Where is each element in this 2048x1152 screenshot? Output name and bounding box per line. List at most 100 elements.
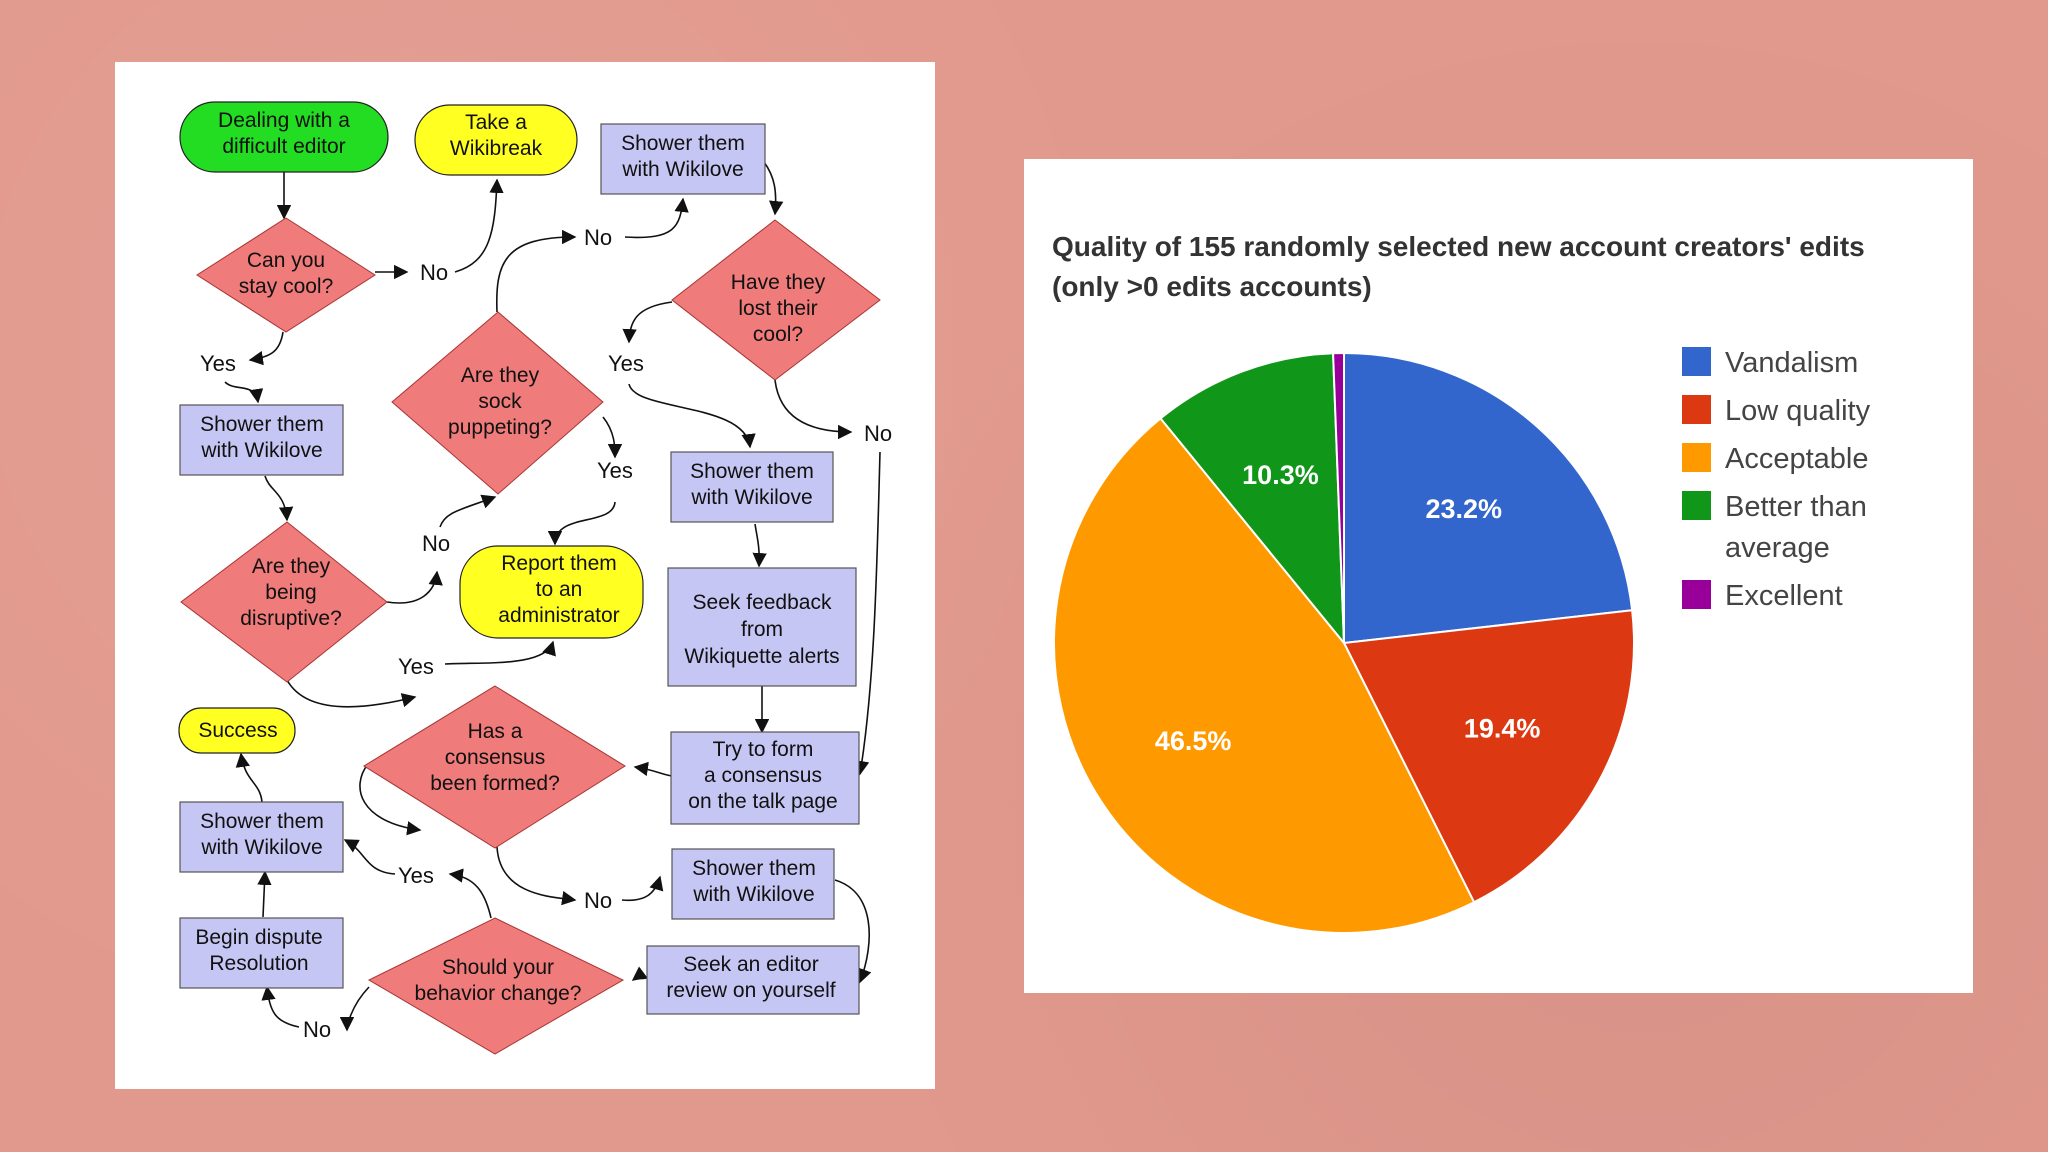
node-text-shower-low: Shower them with Wikilove bbox=[692, 857, 816, 906]
edge-yes-to-report bbox=[547, 501, 616, 546]
node-text-feedback: Seek feedback from Wikiquette alerts bbox=[684, 591, 839, 668]
decision-sock-puppeting bbox=[391, 311, 604, 495]
label-yes-sock: Yes bbox=[597, 458, 633, 483]
legend-label-low-quality: Low quality bbox=[1725, 395, 1871, 427]
edge-yes-to-shower-left2 bbox=[343, 839, 396, 875]
legend-label-better-than-average-line-1: Better than bbox=[1725, 491, 1867, 523]
node-text-dispute: Begin dispute Resolution bbox=[195, 926, 322, 975]
edge-no-to-shower-top bbox=[624, 197, 689, 239]
edge-stay-cool-yes bbox=[248, 331, 284, 366]
edge-shower-mid-to-feedback bbox=[752, 523, 767, 568]
edge-behavior-no bbox=[339, 986, 370, 1032]
node-text-lost-cool: Have they lost their cool? bbox=[731, 271, 826, 346]
edge-dispute-to-shower-left2 bbox=[257, 870, 272, 918]
pie-label-acceptable: 46.5% bbox=[1155, 726, 1232, 756]
edge-shower-top-to-lost-cool bbox=[763, 161, 784, 216]
edge-lost-cool-yes bbox=[622, 301, 673, 344]
decision-disruptive bbox=[180, 521, 388, 683]
pie-chart-panel: Quality of 155 randomly selected new acc… bbox=[1024, 159, 1973, 993]
node-text-success: Success bbox=[198, 719, 277, 742]
pie-slice-low-quality bbox=[1342, 609, 1635, 904]
node-text-shower-left2: Shower them with Wikilove bbox=[200, 810, 324, 859]
label-yes-consensus: Yes bbox=[398, 863, 434, 888]
edge-yes-to-shower-mid bbox=[628, 383, 756, 449]
chart-legend: Vandalism Low quality Acceptable Better tha… bbox=[1682, 347, 1871, 612]
pie-label-better-than-average: 10.3% bbox=[1242, 460, 1319, 490]
label-no-sock-top: No bbox=[584, 225, 612, 250]
legend-label-acceptable: Acceptable bbox=[1725, 443, 1869, 475]
legend-label-better-than-average-line-2: average bbox=[1725, 532, 1830, 564]
edge-shower-left1-to-disruptive bbox=[264, 475, 294, 522]
node-text-try-consensus: Try to form a consensus on the talk page bbox=[688, 738, 837, 813]
legend-swatch-acceptable bbox=[1682, 443, 1711, 472]
terminal-report bbox=[459, 545, 644, 639]
edge-consensus-yes bbox=[359, 763, 422, 836]
edge-behavior-yes bbox=[448, 868, 492, 919]
node-text-start: Dealing with a difficult editor bbox=[218, 109, 350, 158]
chart-title-line-1: Quality of 155 randomly selected new acc… bbox=[1052, 231, 1865, 262]
decision-stay-cool bbox=[196, 217, 376, 333]
terminal-success bbox=[178, 707, 296, 754]
edge-yes-to-report-bottom bbox=[444, 640, 556, 665]
node-text-report: Report them to an administrator bbox=[498, 552, 619, 627]
node-text-stay-cool: Can you stay cool? bbox=[239, 249, 334, 298]
label-no-disruptive: No bbox=[422, 531, 450, 556]
edge-shower-low-to-review bbox=[834, 879, 872, 984]
edge-disruptive-yes bbox=[286, 679, 417, 708]
label-yes-stay-cool: Yes bbox=[200, 351, 236, 376]
label-no-lost-cool: No bbox=[864, 421, 892, 446]
pie-label-vandalism: 23.2% bbox=[1425, 494, 1502, 524]
node-text-wikibreak: Take a Wikibreak bbox=[450, 111, 543, 160]
edge-no-to-wikibreak bbox=[454, 178, 504, 273]
edge-yes-to-shower-left1 bbox=[224, 381, 264, 404]
legend-swatch-vandalism bbox=[1682, 347, 1711, 376]
edge-no-to-shower-low bbox=[621, 875, 664, 902]
process-dispute bbox=[179, 917, 344, 989]
decision-lost-cool bbox=[671, 219, 881, 381]
process-try-consensus bbox=[670, 731, 860, 825]
label-yes-disruptive: Yes bbox=[398, 654, 434, 679]
node-text-shower-mid: Shower them with Wikilove bbox=[690, 460, 814, 509]
chart-title: Quality of 155 randomly selected new acc… bbox=[1052, 231, 1873, 302]
edge-lost-cool-no bbox=[774, 379, 853, 440]
label-no-behavior: No bbox=[303, 1017, 331, 1042]
edge-no-to-dispute bbox=[261, 985, 300, 1028]
node-text-disruptive: Are they being disruptive? bbox=[240, 555, 342, 630]
edge-sock-yes bbox=[602, 416, 623, 459]
process-shower-left2 bbox=[179, 801, 344, 873]
pie-slice-acceptable bbox=[1053, 416, 1476, 934]
legend-swatch-better-than-average bbox=[1682, 491, 1711, 520]
flowchart-edge-labels: No No Yes Yes No Yes No Yes Yes No No bbox=[200, 225, 892, 1042]
process-shower-low bbox=[671, 848, 835, 920]
label-no-consensus: No bbox=[584, 888, 612, 913]
flowchart-panel: Dealing with a difficult editor Take a Wik… bbox=[115, 62, 935, 1089]
label-yes-lost-cool: Yes bbox=[608, 351, 644, 376]
chart-title-line-2: (only >0 edits accounts) bbox=[1052, 271, 1372, 302]
node-text-sock-puppeting: Are they sock puppeting? bbox=[448, 364, 552, 439]
pie-chart: Quality of 155 randomly selected new acc… bbox=[1052, 231, 1873, 934]
legend-label-vandalism: Vandalism bbox=[1725, 347, 1858, 379]
pie-slice-vandalism bbox=[1343, 351, 1634, 645]
label-no-stay-cool: No bbox=[420, 260, 448, 285]
node-text-shower-top: Shower them with Wikilove bbox=[621, 132, 745, 181]
terminal-start bbox=[179, 101, 389, 173]
decision-behavior bbox=[367, 917, 625, 1055]
flowchart-diagram: Dealing with a difficult editor Take a Wik… bbox=[178, 101, 892, 1055]
flowchart-edges bbox=[224, 161, 881, 1032]
process-review bbox=[646, 945, 860, 1015]
legend-swatch-low-quality bbox=[1682, 395, 1711, 424]
pie-slice-excellent bbox=[1332, 351, 1345, 644]
pie-label-low-quality: 19.4% bbox=[1464, 714, 1541, 744]
legend-swatch-excellent bbox=[1682, 580, 1711, 609]
pie-slice-better-than-average bbox=[1159, 352, 1346, 646]
process-shower-left1 bbox=[179, 404, 344, 476]
node-text-review: Seek an editor review on yourself bbox=[666, 953, 835, 1002]
legend-label-excellent: Excellent bbox=[1725, 580, 1843, 612]
pie-slice-labels: 23.2% 19.4% 46.5% 10.3% bbox=[1155, 460, 1541, 756]
edge-sock-top-no bbox=[495, 229, 577, 313]
process-shower-top bbox=[600, 123, 766, 195]
node-text-shower-left1: Shower them with Wikilove bbox=[200, 413, 324, 462]
node-text-behavior: Should your behavior change? bbox=[415, 956, 582, 1005]
node-text-consensus: Has a consensus been formed? bbox=[430, 720, 560, 795]
decision-consensus bbox=[363, 685, 626, 849]
